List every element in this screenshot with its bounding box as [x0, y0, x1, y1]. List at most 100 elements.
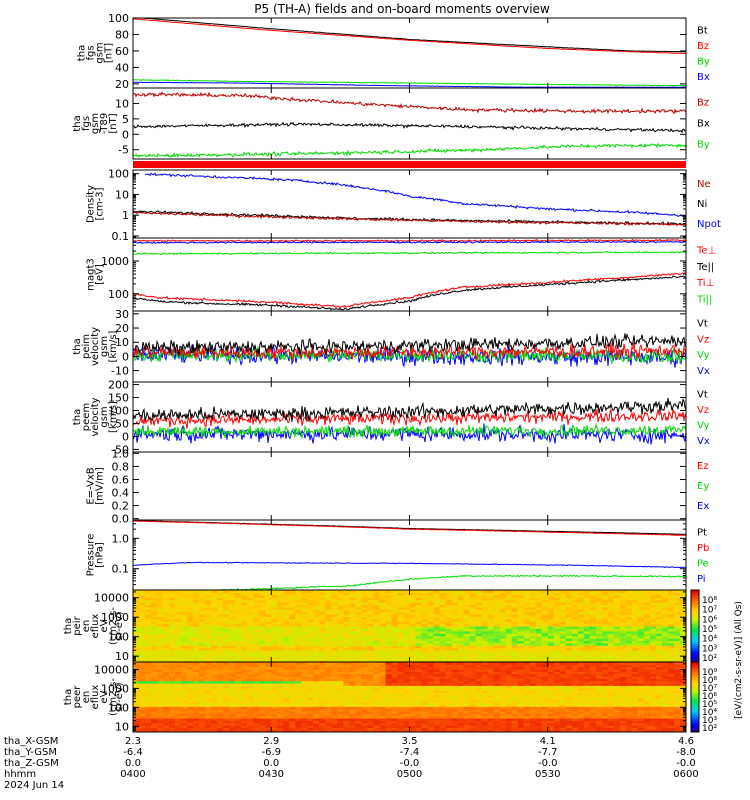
spectrogram-cell: [319, 662, 326, 665]
spectrogram-cell: [571, 606, 579, 610]
spectrogram-cell: [145, 701, 152, 705]
spectrogram-cell: [235, 642, 242, 646]
spectrogram-cell: [241, 713, 248, 717]
spectrogram-cell: [229, 685, 236, 689]
colorbar-cell: [691, 618, 699, 622]
spectrogram-cell: [259, 616, 266, 620]
spectrogram-cell: [403, 650, 411, 653]
spectrogram-cell: [283, 720, 290, 724]
spectrogram-cell: [223, 623, 230, 627]
spectrogram-cell: [295, 680, 302, 684]
spectrogram-cell: [187, 635, 194, 639]
spectrogram-cell: [445, 642, 453, 646]
spectrogram-cell: [151, 704, 158, 707]
spectrogram-cell: [361, 657, 368, 661]
spectrogram-cell: [259, 662, 266, 665]
spectrogram-cell: [295, 621, 302, 625]
spectrogram-cell: [517, 630, 525, 634]
spectrogram-cell: [535, 657, 543, 661]
spectrogram-cell: [325, 633, 332, 637]
spectrogram-cell: [415, 604, 423, 608]
spectrogram-cell: [193, 715, 200, 719]
spectrogram-cell: [241, 673, 248, 677]
spectrogram-cell: [511, 616, 519, 620]
spectrogram-cell: [343, 642, 350, 646]
spectrogram-cell: [415, 685, 423, 689]
spectrogram-cell: [607, 606, 615, 610]
spectrogram-cell: [343, 673, 350, 677]
spectrogram-cell: [379, 623, 386, 627]
spectrogram-cell: [487, 652, 495, 656]
y-axis-label: magt3[eV]: [86, 258, 106, 291]
spectrogram-cell: [559, 599, 567, 603]
spectrogram-cell: [223, 652, 230, 656]
spectrogram-cell: [271, 630, 278, 634]
spectrogram-cell: [577, 652, 585, 656]
colorbar-cell: [691, 647, 699, 650]
spectrogram-cell: [211, 666, 218, 670]
spectrogram-cell: [307, 640, 314, 644]
spectrogram-cell: [181, 729, 188, 732]
spectrogram-cell: [415, 647, 423, 651]
spectrogram-cell: [379, 592, 386, 596]
colorbar-cell: [691, 638, 699, 641]
spectrogram-cell: [247, 699, 254, 703]
spectrogram-cell: [325, 690, 332, 693]
colorbar-tick: 10⁸: [702, 596, 717, 606]
spectrogram-cell: [217, 657, 224, 661]
spectrogram-cell: [253, 611, 260, 615]
spectrogram-cell: [187, 715, 194, 719]
spectrogram-cell: [475, 638, 483, 641]
spectrogram-cell: [229, 611, 236, 615]
spectrogram-cell: [517, 614, 525, 617]
spectrogram-cell: [643, 623, 651, 627]
spectrogram-cell: [313, 727, 320, 731]
spectrogram-cell: [193, 642, 200, 646]
spectrogram-cell: [379, 611, 386, 615]
spectrogram-cell: [169, 718, 176, 721]
spectrogram-cell: [355, 604, 362, 608]
spectrogram-cell: [367, 697, 374, 700]
spectrogram-cell: [583, 633, 591, 637]
spectrogram-cell: [565, 592, 573, 596]
spectrogram-cell: [211, 690, 218, 693]
spectrogram-cell: [337, 701, 344, 705]
spectrogram-cell: [637, 616, 645, 620]
spectrogram-cell: [211, 614, 218, 617]
spectrogram-cell: [595, 604, 603, 608]
spectrogram-cell: [397, 685, 405, 689]
spectrogram-cell: [457, 647, 465, 651]
spectrogram-cell: [259, 597, 266, 601]
spectrogram-cell: [205, 606, 212, 610]
spectrogram-cell: [523, 640, 531, 644]
spectrogram-cell: [193, 690, 200, 693]
spectrogram-cell: [559, 594, 567, 598]
spectrogram-cell: [607, 599, 615, 603]
spectrogram-cell: [541, 604, 549, 608]
spectrogram-cell: [181, 599, 188, 603]
spectrogram-cell: [565, 633, 573, 637]
spectrogram-cell: [469, 609, 477, 613]
spectrogram-cell: [241, 611, 248, 615]
spectrogram-cell: [571, 628, 579, 632]
spectrogram-cell: [223, 599, 230, 603]
spectrogram-cell: [343, 678, 350, 682]
spectrogram-cell: [133, 713, 140, 717]
spectrogram-cell: [337, 729, 344, 732]
spectrogram-cell: [199, 614, 206, 617]
spectrogram-cell: [259, 611, 266, 615]
spectrogram-cell: [631, 606, 639, 610]
spectrogram-cell: [655, 635, 663, 639]
spectrogram-cell: [211, 606, 218, 610]
spectrogram-cell: [415, 692, 423, 696]
spectrogram-cell: [493, 597, 501, 601]
spectrogram-cell: [175, 645, 182, 649]
spectrogram-cell: [373, 687, 380, 691]
spectrogram-cell: [265, 640, 272, 644]
spectrogram-cell: [409, 690, 417, 693]
spectrogram-cell: [619, 592, 627, 596]
colorbar-cell: [691, 656, 699, 659]
spectrogram-cell: [325, 718, 332, 721]
spectrogram-cell: [463, 616, 471, 620]
